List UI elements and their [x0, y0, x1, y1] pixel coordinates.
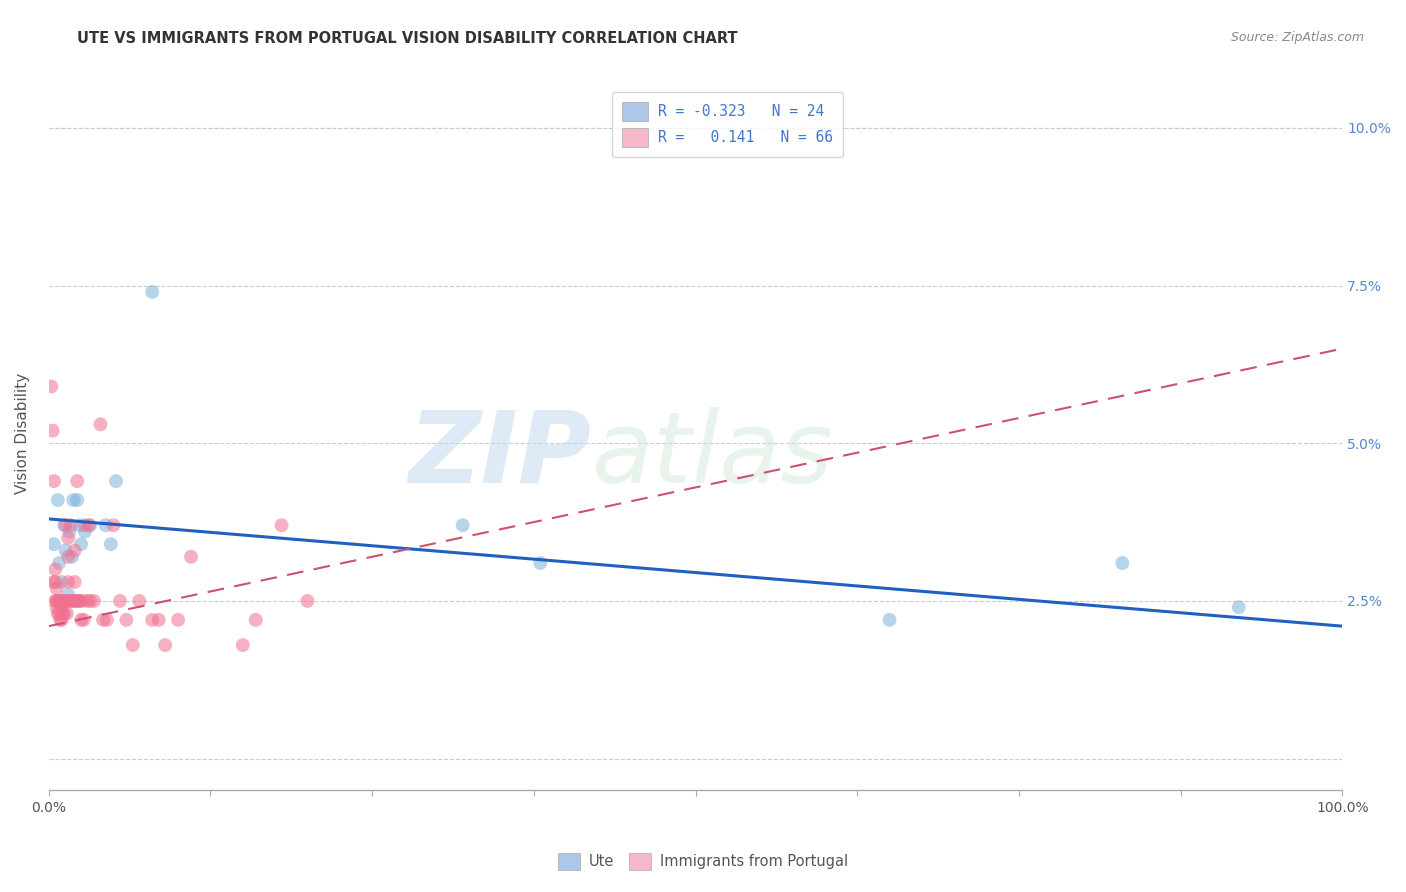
Point [48, 556, 70, 570]
Point [53, 518, 76, 533]
Point [49, 613, 72, 627]
Point [46, 493, 69, 508]
Point [52, 607, 75, 621]
Point [59, 518, 82, 533]
Point [51, 600, 73, 615]
Point [67, 594, 90, 608]
Point [55, 543, 77, 558]
Point [49, 594, 72, 608]
Point [44, 562, 66, 576]
Point [115, 613, 138, 627]
Point [63, 574, 86, 589]
Point [51, 613, 73, 627]
Point [42, 537, 65, 551]
Text: UTE VS IMMIGRANTS FROM PORTUGAL VISION DISABILITY CORRELATION CHART: UTE VS IMMIGRANTS FROM PORTUGAL VISION D… [77, 31, 738, 46]
Point [65, 594, 87, 608]
Point [105, 474, 128, 488]
Point [167, 613, 190, 627]
Point [58, 524, 80, 539]
Y-axis label: Vision Disability: Vision Disability [15, 373, 30, 494]
Legend: R = -0.323   N = 24, R =   0.141   N = 66: R = -0.323 N = 24, R = 0.141 N = 66 [612, 92, 844, 157]
Point [56, 594, 79, 608]
Point [76, 594, 98, 608]
Point [55, 518, 77, 533]
Point [77, 518, 100, 533]
Point [91, 613, 114, 627]
Text: atlas: atlas [592, 407, 834, 504]
Point [60, 594, 83, 608]
Point [45, 582, 67, 596]
Text: Source: ZipAtlas.com: Source: ZipAtlas.com [1230, 31, 1364, 45]
Point [41, 379, 63, 393]
Point [141, 285, 163, 299]
Point [232, 638, 254, 652]
Point [153, 638, 176, 652]
Point [46, 594, 69, 608]
Point [270, 518, 292, 533]
Point [60, 549, 83, 564]
Point [180, 549, 202, 564]
Point [72, 594, 94, 608]
Point [451, 518, 474, 533]
Point [121, 638, 143, 652]
Point [73, 518, 96, 533]
Legend: Ute, Immigrants from Portugal: Ute, Immigrants from Portugal [553, 847, 853, 876]
Point [55, 594, 77, 608]
Point [108, 594, 131, 608]
Point [62, 493, 84, 508]
Point [58, 594, 80, 608]
Point [96, 613, 118, 627]
Point [1111, 556, 1133, 570]
Point [79, 594, 101, 608]
Point [141, 613, 163, 627]
Point [62, 594, 84, 608]
Point [42, 474, 65, 488]
Point [1227, 600, 1250, 615]
Point [45, 594, 67, 608]
Point [103, 518, 125, 533]
Point [51, 594, 73, 608]
Point [63, 543, 86, 558]
Text: ZIP: ZIP [409, 407, 592, 504]
Point [42, 574, 65, 589]
Point [73, 613, 96, 627]
Point [128, 594, 150, 608]
Point [41, 424, 63, 438]
Point [66, 493, 89, 508]
Point [69, 594, 91, 608]
Point [79, 518, 101, 533]
Point [148, 613, 170, 627]
Point [56, 607, 79, 621]
Point [70, 613, 93, 627]
Point [56, 531, 79, 545]
Point [56, 574, 79, 589]
Point [73, 524, 96, 539]
Point [94, 518, 117, 533]
Point [56, 588, 79, 602]
Point [44, 594, 66, 608]
Point [46, 607, 69, 621]
Point [53, 594, 76, 608]
Point [52, 594, 75, 608]
Point [297, 594, 319, 608]
Point [66, 474, 89, 488]
Point [245, 613, 267, 627]
Point [48, 594, 70, 608]
Point [56, 549, 79, 564]
Point [45, 600, 67, 615]
Point [89, 417, 111, 432]
Point [879, 613, 901, 627]
Point [69, 518, 91, 533]
Point [66, 594, 89, 608]
Point [83, 594, 105, 608]
Point [53, 607, 76, 621]
Point [70, 537, 93, 551]
Point [48, 607, 70, 621]
Point [51, 574, 73, 589]
Point [100, 537, 122, 551]
Point [44, 574, 66, 589]
Point [529, 556, 551, 570]
